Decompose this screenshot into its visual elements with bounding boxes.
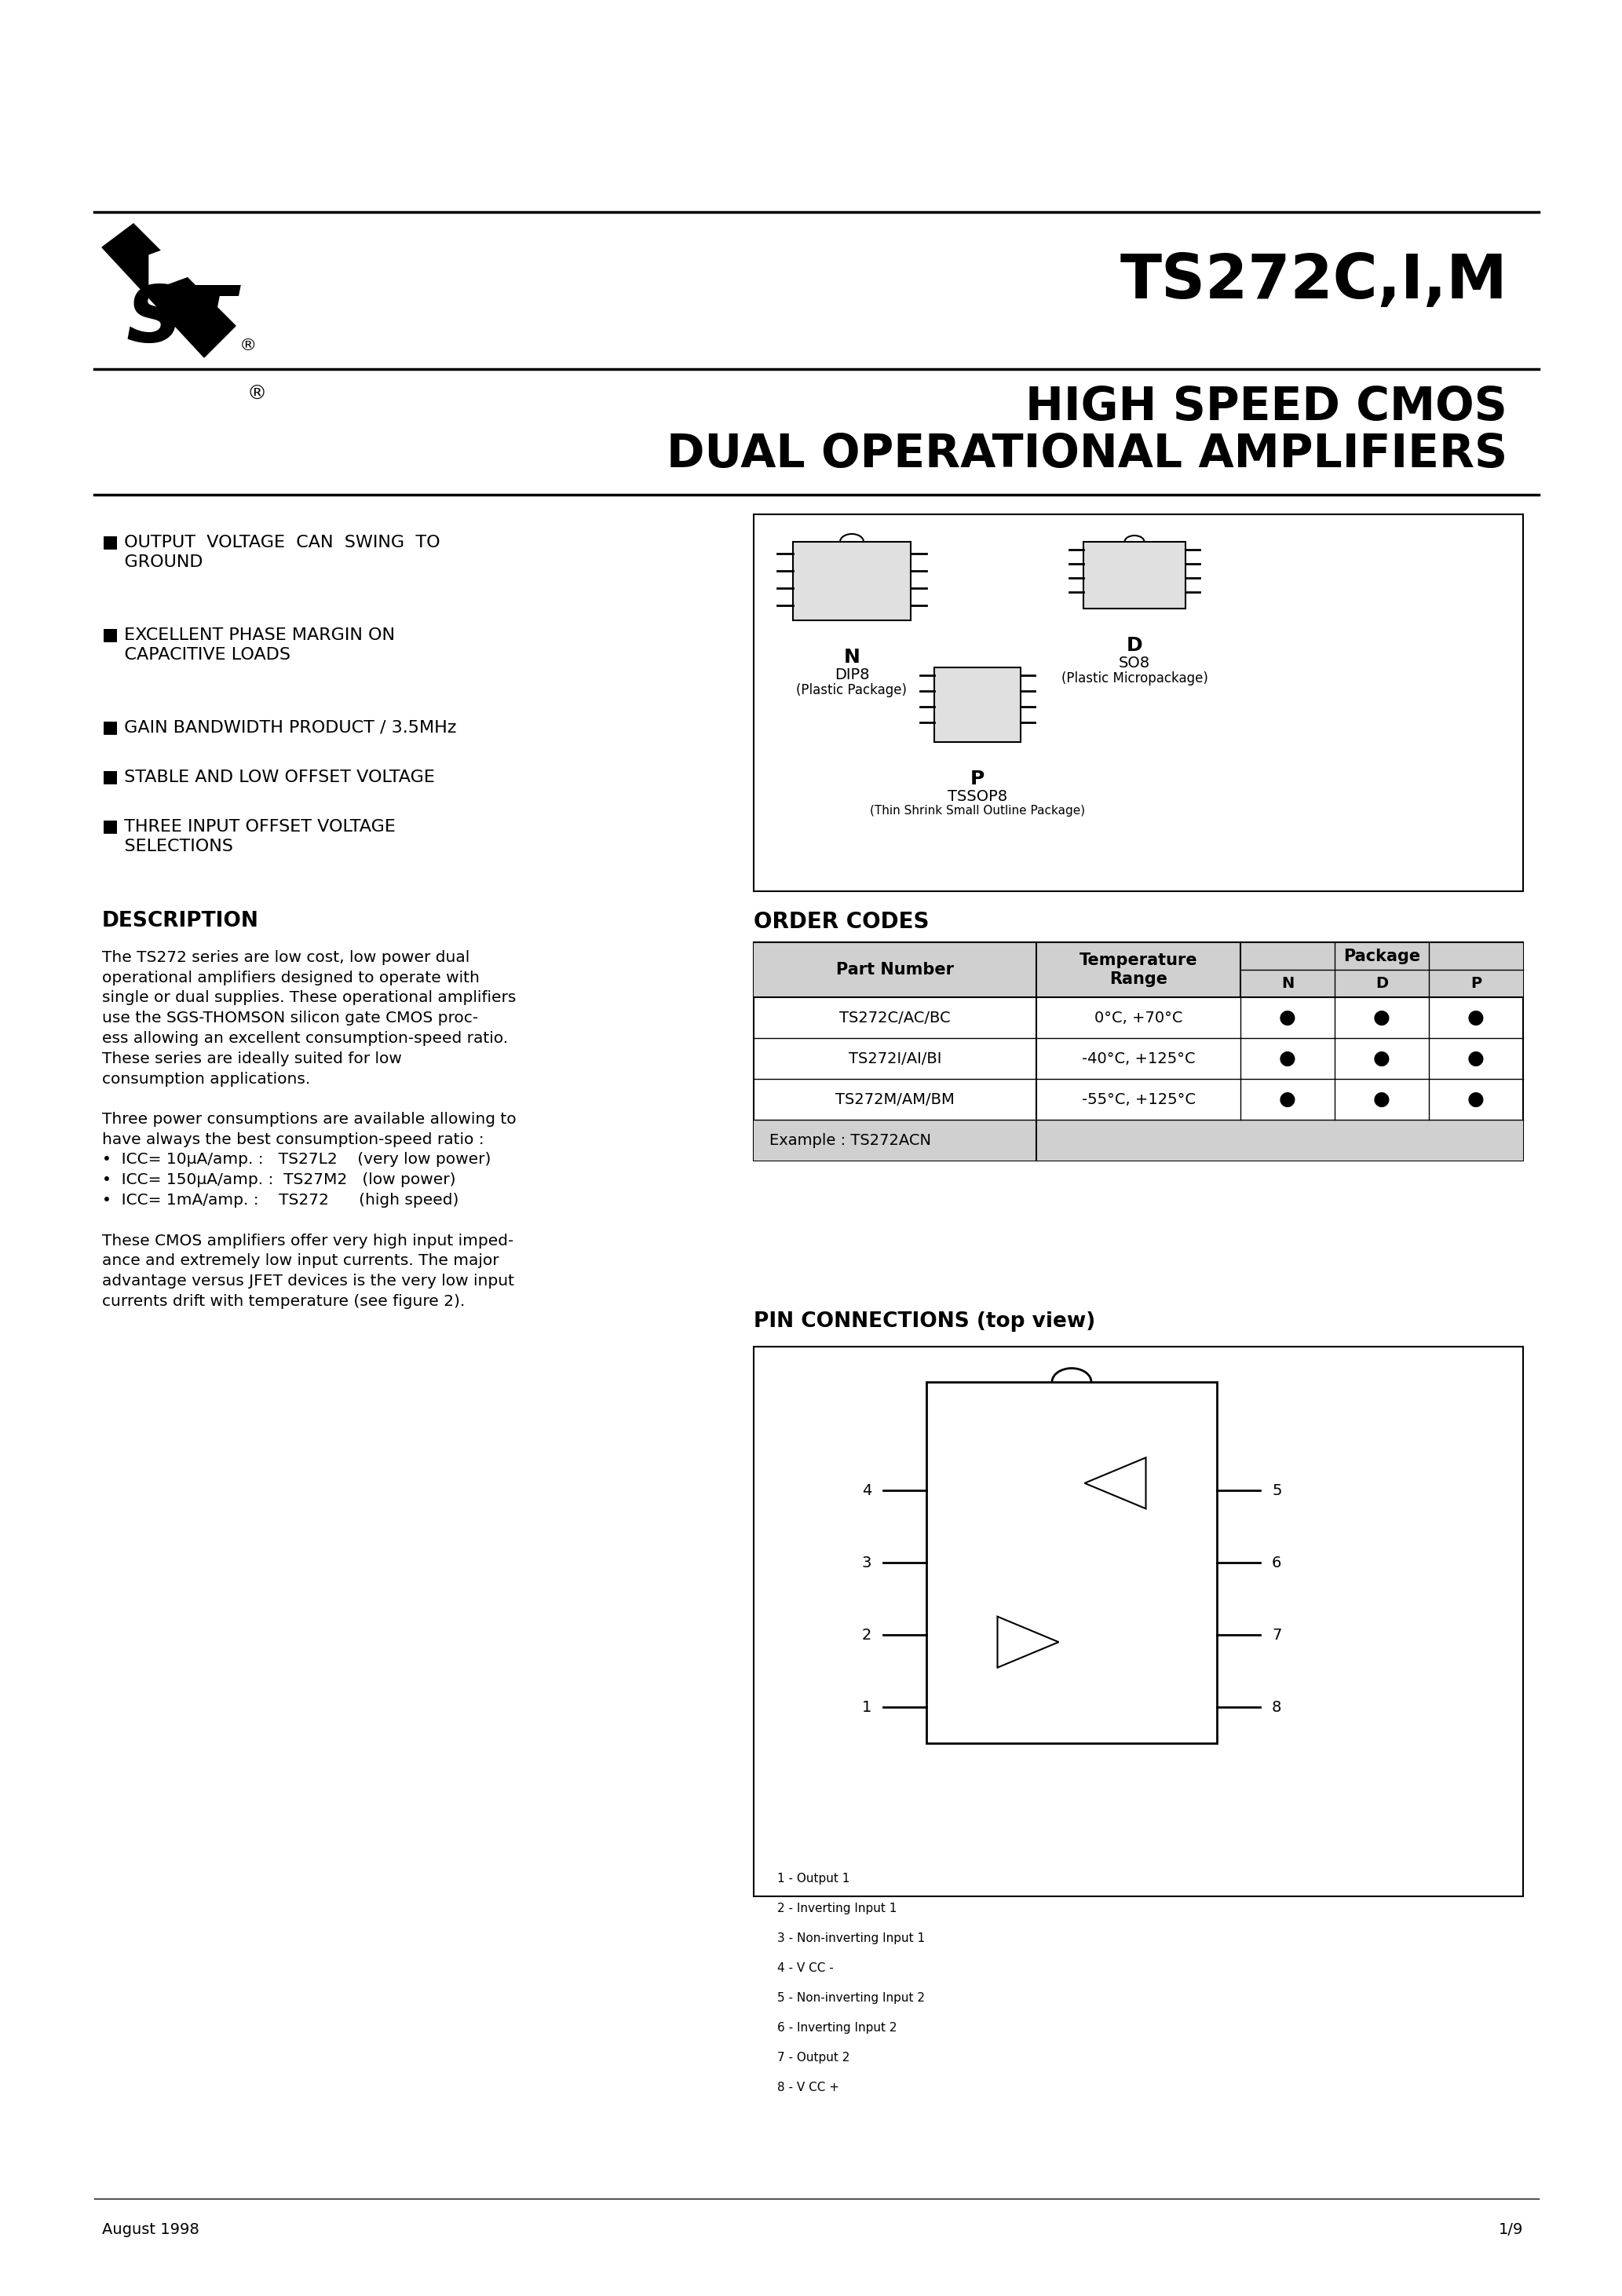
Text: ®: ®: [247, 386, 268, 404]
Polygon shape: [149, 223, 235, 292]
Text: D: D: [1375, 976, 1388, 992]
Bar: [754, 1120, 1523, 1159]
Text: ■ EXCELLENT PHASE MARGIN ON
    CAPACITIVE LOADS: ■ EXCELLENT PHASE MARGIN ON CAPACITIVE L…: [102, 627, 394, 664]
Polygon shape: [998, 1616, 1059, 1667]
Text: ■ THREE INPUT OFFSET VOLTAGE
    SELECTIONS: ■ THREE INPUT OFFSET VOLTAGE SELECTIONS: [102, 817, 396, 854]
Text: -40°C, +125°C: -40°C, +125°C: [1082, 1052, 1195, 1065]
Text: ORDER CODES: ORDER CODES: [754, 912, 929, 932]
Bar: [793, 542, 910, 620]
Polygon shape: [1085, 1458, 1145, 1508]
Bar: [754, 941, 1523, 996]
Text: HIGH SPEED CMOS: HIGH SPEED CMOS: [1025, 386, 1507, 429]
Text: DESCRIPTION: DESCRIPTION: [102, 912, 260, 932]
Text: 3 - Non-inverting Input 1: 3 - Non-inverting Input 1: [777, 1933, 925, 1945]
Text: ●: ●: [1374, 1008, 1390, 1026]
Text: (Plastic Micropackage): (Plastic Micropackage): [1061, 670, 1208, 687]
Text: The TS272 series are low cost, low power dual
operational amplifiers designed to: The TS272 series are low cost, low power…: [102, 951, 516, 1309]
Text: Part Number: Part Number: [835, 962, 954, 978]
Text: ●: ●: [1280, 1049, 1296, 1068]
Polygon shape: [102, 223, 235, 358]
Text: P: P: [970, 769, 985, 788]
Text: ●: ●: [1374, 1049, 1390, 1068]
Bar: [1083, 542, 1186, 608]
Text: Temperature
Range: Temperature Range: [1079, 953, 1197, 987]
Text: TSSOP8: TSSOP8: [947, 790, 1007, 804]
Text: ■ GAIN BANDWIDTH PRODUCT / 3.5MHz: ■ GAIN BANDWIDTH PRODUCT / 3.5MHz: [102, 719, 456, 735]
Text: ST: ST: [125, 282, 235, 358]
Text: TS272I/AI/BI: TS272I/AI/BI: [848, 1052, 941, 1065]
Text: 0°C, +70°C: 0°C, +70°C: [1095, 1010, 1182, 1024]
Text: -55°C, +125°C: -55°C, +125°C: [1082, 1093, 1195, 1107]
Text: 4 - V CC -: 4 - V CC -: [777, 1963, 834, 1975]
Text: 1 - Output 1: 1 - Output 1: [777, 1874, 850, 1885]
Bar: [934, 668, 1020, 742]
Text: DIP8: DIP8: [834, 668, 869, 682]
Text: ●: ●: [1468, 1008, 1484, 1026]
Text: ■ OUTPUT  VOLTAGE  CAN  SWING  TO
    GROUND: ■ OUTPUT VOLTAGE CAN SWING TO GROUND: [102, 535, 440, 569]
Text: D: D: [1126, 636, 1142, 654]
Text: 2 - Inverting Input 1: 2 - Inverting Input 1: [777, 1903, 897, 1915]
Text: 5: 5: [1272, 1483, 1281, 1497]
Text: P: P: [1471, 976, 1481, 992]
Text: 6 - Inverting Input 2: 6 - Inverting Input 2: [777, 2023, 897, 2034]
Text: ●: ●: [1280, 1091, 1296, 1109]
Text: 1: 1: [861, 1699, 871, 1715]
Text: 1/9: 1/9: [1499, 2223, 1523, 2236]
Text: TS272C,I,M: TS272C,I,M: [1119, 250, 1507, 310]
Text: ●: ●: [1280, 1008, 1296, 1026]
Text: TS272C/AC/BC: TS272C/AC/BC: [840, 1010, 950, 1024]
Text: ●: ●: [1468, 1049, 1484, 1068]
Bar: [754, 514, 1523, 891]
Text: (Plastic Package): (Plastic Package): [796, 684, 907, 698]
Text: ●: ●: [1374, 1091, 1390, 1109]
Bar: [754, 1348, 1523, 1896]
Text: 7 - Output 2: 7 - Output 2: [777, 2053, 850, 2064]
Text: ●: ●: [1468, 1091, 1484, 1109]
Text: ■ STABLE AND LOW OFFSET VOLTAGE: ■ STABLE AND LOW OFFSET VOLTAGE: [102, 769, 435, 785]
Text: N: N: [843, 647, 860, 666]
Text: 8: 8: [1272, 1699, 1281, 1715]
Text: TS272M/AM/BM: TS272M/AM/BM: [835, 1093, 955, 1107]
Text: N: N: [1281, 976, 1294, 992]
Bar: [754, 941, 1523, 1159]
Text: 3: 3: [861, 1554, 871, 1570]
Text: PIN CONNECTIONS (top view): PIN CONNECTIONS (top view): [754, 1311, 1095, 1332]
Text: (Thin Shrink Small Outline Package): (Thin Shrink Small Outline Package): [869, 806, 1085, 817]
Text: Package: Package: [1343, 948, 1421, 964]
Text: 8 - V CC +: 8 - V CC +: [777, 2082, 839, 2094]
Text: 7: 7: [1272, 1628, 1281, 1642]
Text: ®: ®: [240, 338, 256, 354]
Text: DUAL OPERATIONAL AMPLIFIERS: DUAL OPERATIONAL AMPLIFIERS: [667, 432, 1507, 478]
Text: 6: 6: [1272, 1554, 1281, 1570]
Bar: [926, 1382, 1216, 1743]
Text: 4: 4: [861, 1483, 871, 1497]
Text: Example : TS272ACN: Example : TS272ACN: [769, 1132, 931, 1148]
Text: August 1998: August 1998: [102, 2223, 200, 2236]
Text: 5 - Non-inverting Input 2: 5 - Non-inverting Input 2: [777, 1993, 925, 2004]
Text: 2: 2: [861, 1628, 871, 1642]
Text: SO8: SO8: [1119, 657, 1150, 670]
